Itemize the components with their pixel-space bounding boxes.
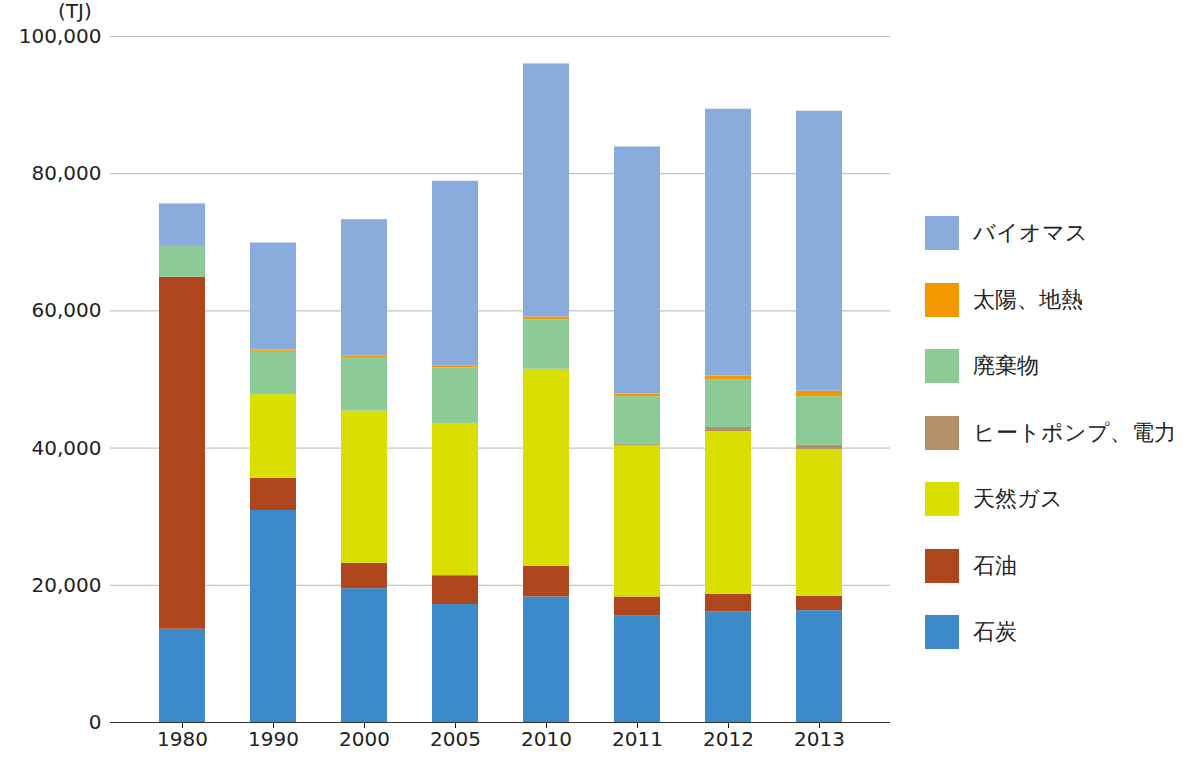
svg-text:100,000: 100,000 bbox=[19, 24, 102, 48]
html-text:廃棄物: 廃棄物 bbox=[973, 353, 1039, 379]
svg-text:2013: 2013 bbox=[794, 727, 845, 751]
html-text:ヒートポンプ、電力: ヒートポンプ、電力 bbox=[973, 419, 1176, 445]
html-text:石炭: 石炭 bbox=[973, 619, 1017, 645]
html-text:太陽、地熱: 太陽、地熱 bbox=[973, 286, 1083, 312]
svg-text:40,000: 40,000 bbox=[32, 436, 102, 460]
svg-text:2000: 2000 bbox=[339, 727, 390, 751]
svg-text:2005: 2005 bbox=[430, 727, 481, 751]
svg-text:1990: 1990 bbox=[248, 727, 299, 751]
svg-text:1980: 1980 bbox=[157, 727, 208, 751]
svg-text:0: 0 bbox=[89, 710, 102, 734]
svg-text:2011: 2011 bbox=[612, 727, 663, 751]
html-text:バイオマス: バイオマス bbox=[973, 220, 1088, 246]
svg-text:80,000: 80,000 bbox=[32, 161, 102, 185]
svg-text:2010: 2010 bbox=[521, 727, 572, 751]
html-text:(TJ): (TJ) bbox=[58, 0, 92, 23]
html-text:石油: 石油 bbox=[973, 552, 1017, 578]
svg-text:20,000: 20,000 bbox=[32, 573, 102, 597]
svg-text:60,000: 60,000 bbox=[32, 298, 102, 322]
svg-text:2012: 2012 bbox=[703, 727, 754, 751]
html-text:天然ガス: 天然ガス bbox=[973, 486, 1063, 512]
